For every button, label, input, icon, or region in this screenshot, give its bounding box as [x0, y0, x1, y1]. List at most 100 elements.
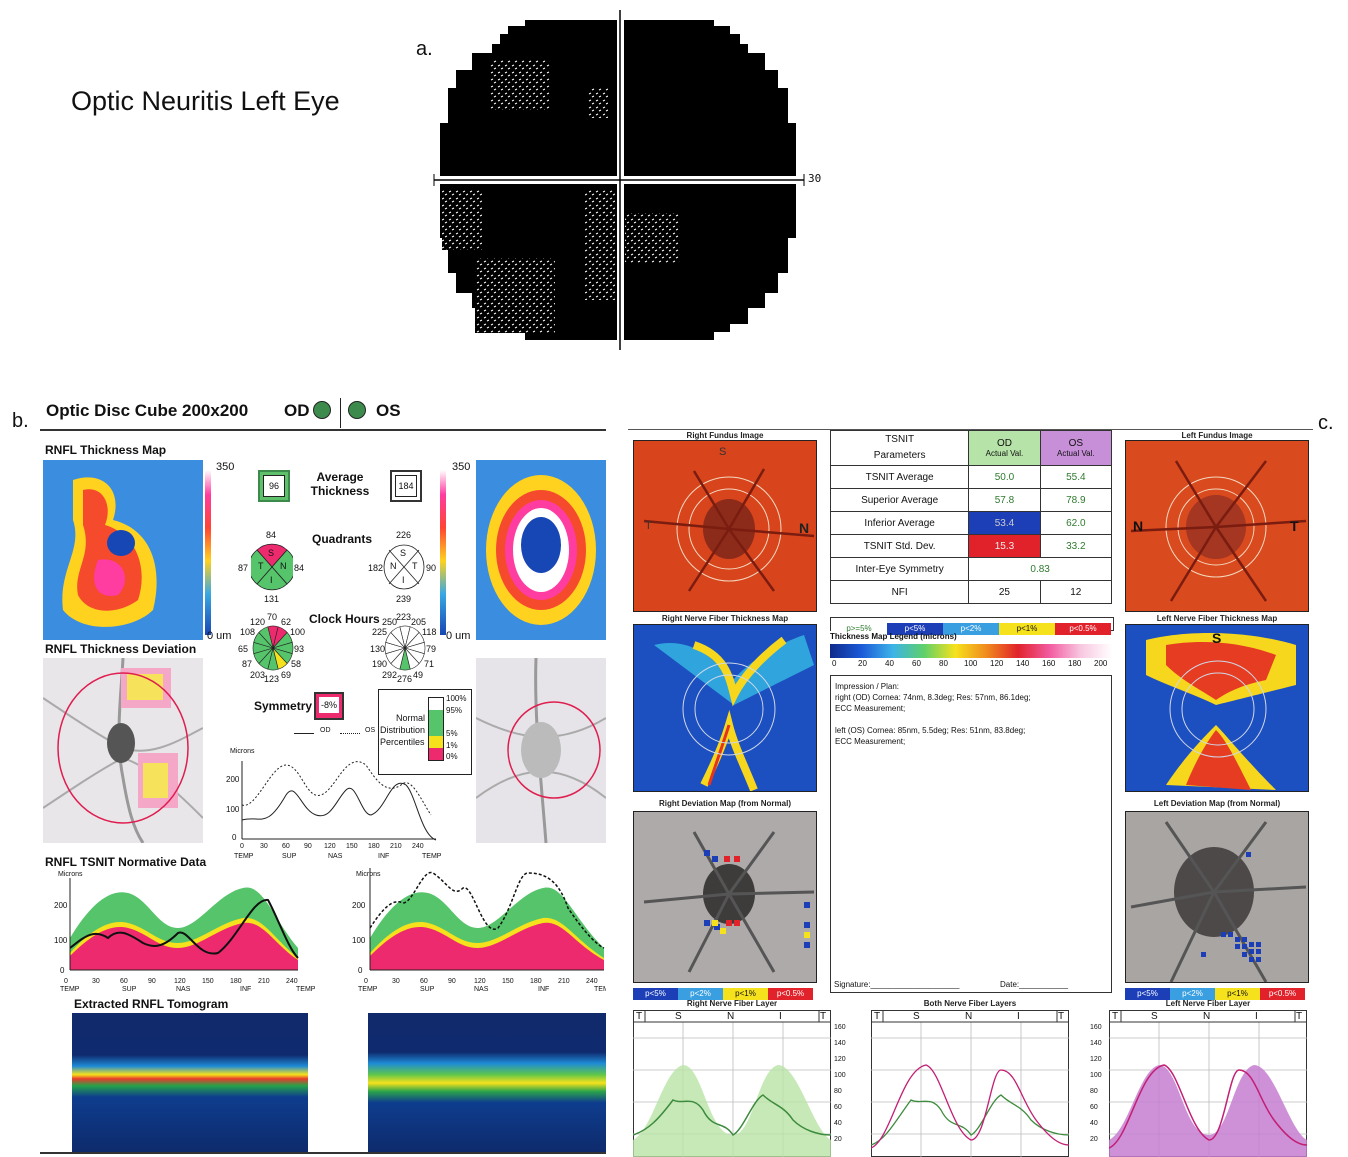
thickness-legend-bar [830, 644, 1112, 658]
right-nfl-plot [633, 1010, 831, 1157]
clock-os-3: 205 [411, 617, 427, 627]
cpl-p5: p<5% [887, 623, 943, 635]
tt-120: 120 [990, 659, 1004, 668]
left-dev-legend: p<5% p<2% p<1% p<0.5% [1125, 983, 1309, 1000]
n-os-x8: 240 [586, 978, 598, 985]
norm-os-ytick-0: 0 [358, 966, 363, 975]
left-fundus-title: Left Fundus Image [1181, 431, 1253, 440]
tsnit-table: TSNIT Parameters OD Actual Val. OS Actua… [829, 430, 1113, 604]
clock-pie-od [252, 625, 294, 671]
bl-t1: T [874, 1011, 881, 1022]
avg-os-box: 184 [390, 470, 422, 502]
clock-od-4: 108 [240, 627, 256, 637]
quad-os-letter-i: I [402, 575, 405, 585]
clock-od-5: 100 [290, 627, 306, 637]
avg-os-value: 184 [395, 475, 417, 497]
od-scale-min: 0 um [207, 630, 232, 642]
rdl-p1: p<1% [723, 988, 768, 1000]
cpl-p5eq: p>=5% [831, 623, 887, 635]
tsnit-ytick-0: 0 [232, 833, 237, 842]
bl-t2: T [1058, 1011, 1065, 1022]
n-os-x2: 60 [420, 978, 428, 985]
xtick-90: 90 [304, 843, 312, 850]
xtick-0: 0 [240, 843, 244, 850]
od-scale-max: 350 [216, 461, 235, 473]
lf-letter-n: N [1133, 518, 1144, 534]
header-divider [340, 398, 341, 428]
legend-p100: 100% [446, 694, 467, 703]
ll-t2: T [1296, 1011, 1303, 1022]
ll-t1: T [1112, 1011, 1119, 1022]
deviation-title: RNFL Thickness Deviation [45, 642, 197, 656]
ly-60: 60 [1090, 1104, 1098, 1111]
cpl-p1: p<1% [999, 623, 1055, 635]
n-os-r1: SUP [420, 986, 435, 993]
left-layer-title: Left Nerve Fiber Layer [1165, 999, 1251, 1008]
n-os-x1: 30 [392, 978, 400, 985]
impression-line-1: right (OD) Cornea: 74nm, 8.3deg; Res: 57… [835, 693, 1031, 702]
th-od-actual: Actual Val. [985, 449, 1024, 458]
ly-160: 160 [1090, 1024, 1102, 1031]
ly-100: 100 [1090, 1072, 1102, 1079]
left-nfl-plot [1109, 1010, 1307, 1157]
row-label: Inferior Average [829, 511, 970, 535]
xtick-30: 30 [260, 843, 268, 850]
clock-os-6: 130 [370, 644, 386, 654]
ll-n: N [1203, 1011, 1211, 1022]
clock-od-7: 93 [294, 644, 305, 654]
symmetry-value: -8% [319, 697, 339, 713]
table-row: Superior Average 57.8 78.9 [829, 488, 1113, 512]
norm-od-ytick-0: 0 [60, 966, 65, 975]
os-thickness-map [476, 460, 606, 640]
bl-s: S [913, 1011, 920, 1022]
left-dev-title: Left Deviation Map (from Normal) [1153, 799, 1281, 808]
clock-os-1: 250 [382, 617, 398, 627]
th-tsnit: TSNIT Parameters [829, 430, 970, 466]
th-os: OS Actual Val. [1039, 430, 1113, 466]
row-symmetry-label: Inter-Eye Symmetry [829, 557, 970, 581]
quadrant-pie-od [251, 543, 293, 591]
n-os-x0: 0 [364, 978, 368, 985]
right-dev-legend: p<5% p<2% p<1% p<0.5% [633, 983, 817, 1000]
os-scale-min: 0 um [446, 630, 471, 642]
row-od: 50.0 [968, 465, 1041, 489]
ll-i: I [1255, 1011, 1258, 1022]
th-od-label: OD [996, 438, 1012, 449]
ly-40: 40 [1090, 1120, 1098, 1127]
n-od-r4: TEMP [296, 986, 316, 993]
od-scale-bar [205, 470, 211, 635]
tt-160: 160 [1042, 659, 1056, 668]
od-line-label: OD [320, 727, 331, 734]
ly-20: 20 [1090, 1136, 1098, 1143]
legend-distribution: Distribution [380, 725, 426, 735]
ldl-p2: p<2% [1170, 988, 1215, 1000]
table-row: TSNIT Std. Dev. 15.3 33.2 [829, 534, 1113, 558]
xtick-210: 210 [390, 843, 402, 850]
clock-os-9: 71 [424, 659, 435, 669]
clock-pie-os [384, 625, 426, 671]
ry-100: 100 [834, 1072, 846, 1079]
n-od-x1: 30 [92, 978, 100, 985]
n-od-x6: 180 [230, 978, 242, 985]
quad-od-letter-t: T [258, 561, 264, 571]
center-prob-legend: p>=5% p<5% p<2% p<1% p<0.5% [830, 617, 1114, 635]
n-od-x3: 90 [148, 978, 156, 985]
clock-os-11: 276 [397, 674, 413, 684]
figure-a-label: a. [416, 38, 433, 60]
tt-140: 140 [1016, 659, 1030, 668]
quad-od-i: 131 [264, 594, 280, 604]
clock-segment [390, 626, 406, 649]
quad-od-s: 84 [266, 530, 277, 540]
impression-line-3: left (OS) Cornea: 85nm, 5.5deg; Res: 51n… [835, 726, 1026, 735]
quad-od-letter-s: S [268, 548, 275, 558]
clock-od-8: 87 [242, 659, 253, 669]
rl-t1: T [636, 1011, 643, 1022]
row-nfi-os: 12 [1039, 580, 1113, 604]
n-os-r4: TEMP [594, 986, 606, 993]
region-temp-1: TEMP [234, 853, 254, 860]
tt-100: 100 [964, 659, 978, 668]
clock-od-9: 58 [291, 659, 302, 669]
region-temp-2: TEMP [422, 853, 442, 860]
od-label: OD [284, 401, 310, 420]
rf-letter-s: S [719, 446, 727, 458]
